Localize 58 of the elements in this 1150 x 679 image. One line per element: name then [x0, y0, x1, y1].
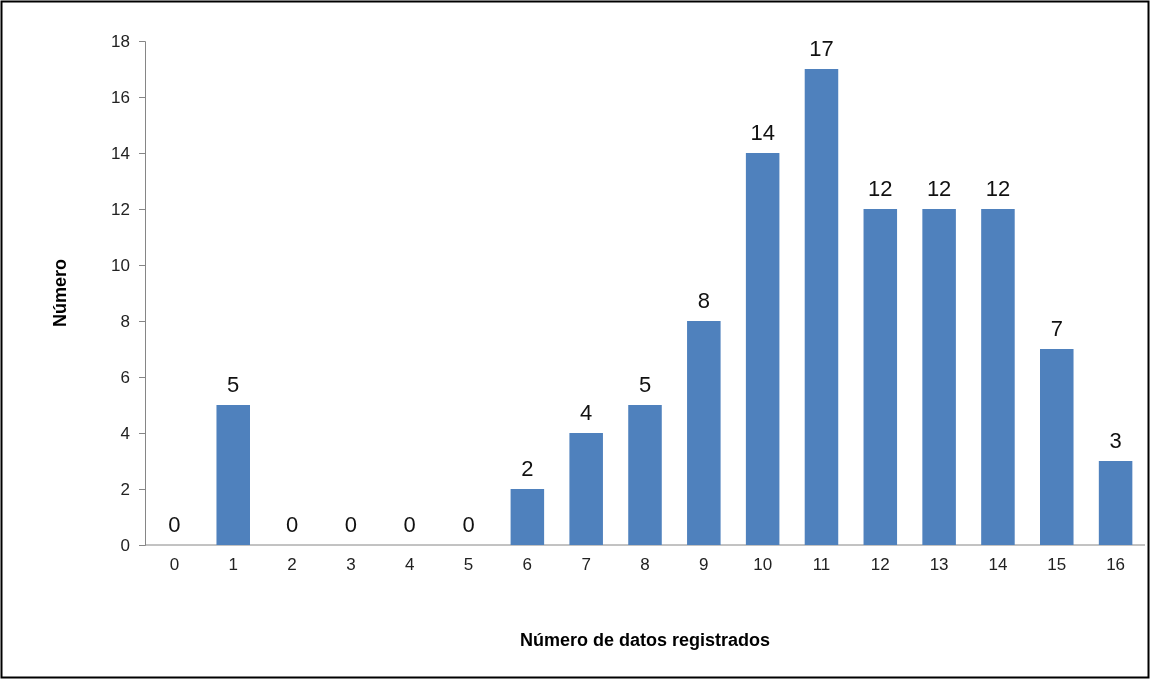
x-tick-label: 16	[1106, 555, 1126, 575]
bar	[216, 405, 250, 545]
bar	[804, 69, 839, 545]
x-tick-label: 4	[404, 555, 415, 575]
data-label: 2	[521, 456, 534, 481]
data-label: 17	[809, 36, 834, 61]
x-tick-label: 0	[169, 555, 180, 575]
x-tick-label: 9	[699, 555, 709, 575]
y-tick-label: 14	[111, 143, 130, 163]
bar	[510, 489, 545, 545]
x-tick-label: 12	[870, 555, 890, 575]
x-tick-label: 6	[522, 555, 533, 575]
x-tick-label: 14	[988, 555, 1008, 575]
y-axis-title: Número	[50, 258, 70, 328]
y-tick-label: 0	[120, 535, 130, 555]
data-label: 7	[1050, 316, 1063, 341]
bar	[1098, 461, 1133, 545]
y-tick-label: 18	[111, 31, 130, 51]
bar	[1040, 349, 1074, 545]
x-tick-label: 8	[640, 555, 650, 575]
data-label: 12	[985, 176, 1011, 201]
x-tick-label: 15	[1047, 555, 1067, 575]
bar	[687, 321, 721, 545]
data-label: 14	[750, 120, 775, 145]
data-label: 0	[285, 512, 299, 537]
data-label: 0	[403, 512, 416, 537]
data-label: 0	[168, 512, 181, 537]
y-tick-label: 8	[120, 311, 130, 331]
bar	[922, 209, 956, 545]
data-label: 0	[462, 512, 475, 537]
data-label: 5	[227, 372, 240, 397]
bar	[981, 209, 1015, 545]
y-tick-label: 12	[111, 199, 130, 219]
x-tick-label: 11	[812, 555, 831, 575]
x-tick-label: 13	[929, 555, 949, 575]
data-label: 4	[580, 400, 593, 425]
x-tick-label: 2	[287, 555, 297, 575]
x-tick-label: 1	[228, 555, 238, 575]
data-label: 12	[926, 176, 952, 201]
y-tick-label: 16	[111, 87, 130, 107]
data-label: 0	[344, 512, 358, 537]
x-tick-label: 7	[581, 555, 591, 575]
bar	[569, 433, 603, 545]
data-label: 8	[697, 288, 710, 313]
data-label: 3	[1109, 428, 1122, 453]
y-tick-label: 4	[120, 423, 130, 443]
x-tick-label: 5	[463, 555, 474, 575]
x-axis-title: Número de datos registrados	[519, 630, 771, 650]
data-label: 12	[868, 176, 893, 201]
x-tick-label: 3	[346, 555, 356, 575]
y-tick-label: 2	[120, 479, 130, 499]
bar	[863, 209, 898, 545]
y-tick-label: 10	[111, 255, 130, 275]
y-tick-label: 6	[120, 367, 130, 387]
x-tick-label: 10	[753, 555, 773, 575]
bar	[628, 405, 662, 545]
bar	[745, 153, 780, 545]
data-label: 5	[638, 372, 652, 397]
